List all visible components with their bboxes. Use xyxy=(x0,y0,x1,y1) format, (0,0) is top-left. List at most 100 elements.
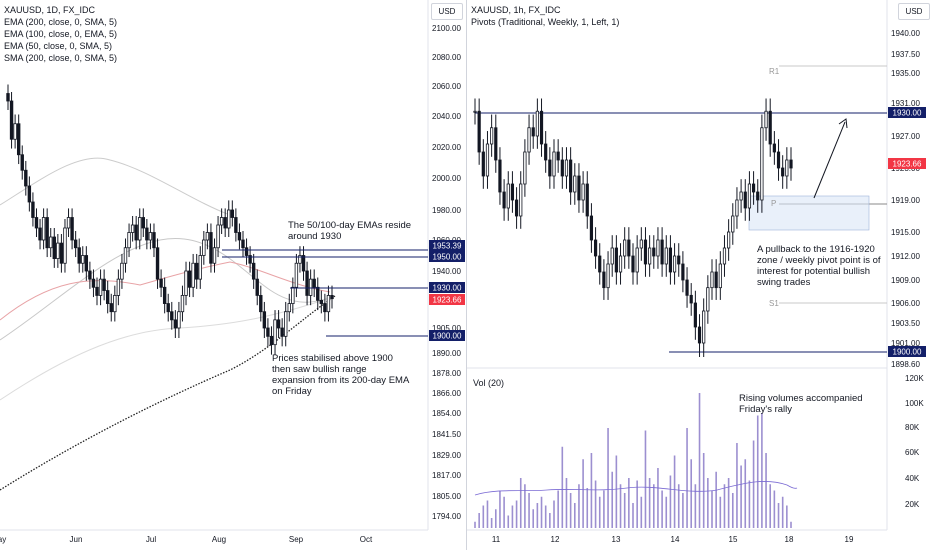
price-tick-label: 2080.00 xyxy=(432,53,461,62)
candle-body xyxy=(514,199,519,217)
candle-body xyxy=(102,278,106,291)
candle-body xyxy=(490,127,494,145)
candle-body xyxy=(298,255,302,264)
volume-bar xyxy=(781,496,784,528)
candle-body xyxy=(308,278,313,296)
annotation-line: swing trades xyxy=(757,277,811,288)
candle-body xyxy=(506,183,510,209)
candle-body xyxy=(127,232,131,249)
price-tick-label: 1905.00 xyxy=(432,324,461,333)
volume-bar xyxy=(623,493,626,528)
candle-body xyxy=(689,294,693,304)
volume-bar xyxy=(540,496,543,528)
candle-body xyxy=(291,286,295,304)
candle-body xyxy=(614,247,618,273)
legend-ema-100[interactable]: EMA (100, close, 0, EMA, 5) xyxy=(4,29,118,39)
candle-body xyxy=(91,278,96,288)
candle-body xyxy=(535,110,539,137)
candle-body xyxy=(714,271,718,289)
candle-body xyxy=(45,217,49,249)
candle-body xyxy=(116,278,121,296)
currency-button[interactable]: USD xyxy=(898,3,930,20)
candle-body xyxy=(230,209,235,218)
volume-bar xyxy=(507,515,510,528)
price-label-text: 1923.66 xyxy=(893,160,922,169)
candle-body xyxy=(287,303,291,313)
volume-bar xyxy=(727,478,730,528)
price-tick-label: 2040.00 xyxy=(432,112,461,121)
candle-body xyxy=(643,239,648,265)
hourly-legend: XAUUSD, 1h, FX_IDC Pivots (Traditional, … xyxy=(471,4,619,28)
projection-arrow xyxy=(813,121,846,199)
candle-body xyxy=(702,310,706,344)
candle-body xyxy=(677,255,681,265)
volume-bar xyxy=(740,465,742,528)
candle-body xyxy=(180,295,185,313)
candle-body xyxy=(170,311,174,321)
volume-bar xyxy=(590,453,593,528)
price-label-box xyxy=(429,240,465,251)
volume-bar xyxy=(731,493,734,528)
daily-legend: XAUUSD, 1D, FX_IDC EMA (200, close, 0, S… xyxy=(4,4,117,64)
volume-bar xyxy=(636,480,638,528)
candle-body xyxy=(73,239,78,249)
volume-bar xyxy=(677,484,680,528)
candle-body xyxy=(241,239,245,249)
price-tick-label: 1794.00 xyxy=(432,512,461,521)
hourly-chart-svg[interactable]: 1940.00 1937.50 1935.00 1931.00 1927.00 1923.… xyxy=(467,0,932,550)
candle-body xyxy=(789,159,793,169)
legend-ema-50[interactable]: EMA (50, close, 0, SMA, 5) xyxy=(4,41,113,51)
price-tick-label: 1980.00 xyxy=(432,206,461,215)
candle-body xyxy=(498,159,502,193)
candle-body xyxy=(305,270,309,296)
legend-symbol[interactable]: XAUUSD, 1h, FX_IDC xyxy=(471,5,561,15)
hourly-chart-panel[interactable]: 1940.00 1937.50 1935.00 1931.00 1927.00 1923.… xyxy=(466,0,932,550)
volume-tick-label: 120K xyxy=(905,374,924,383)
volume-bar xyxy=(694,484,697,528)
candle-body xyxy=(756,191,760,201)
currency-button[interactable]: USD xyxy=(431,3,463,20)
candle-body xyxy=(681,263,685,281)
candle-body xyxy=(227,209,231,229)
volume-bar xyxy=(503,496,505,528)
legend-symbol[interactable]: XAUUSD, 1D, FX_IDC xyxy=(4,5,96,15)
volume-bar xyxy=(682,493,684,528)
volume-bar xyxy=(482,505,485,528)
candle-body xyxy=(84,255,89,272)
candle-body xyxy=(24,169,28,187)
legend-pivots[interactable]: Pivots (Traditional, Weekly, 1, Left, 1) xyxy=(471,17,620,27)
price-label-text: 1900.00 xyxy=(433,332,462,341)
candle-body xyxy=(262,311,267,329)
volume-bar xyxy=(769,484,772,528)
candle-body xyxy=(27,185,32,203)
price-tick-label: 1817.00 xyxy=(432,471,461,480)
volume-bar xyxy=(536,503,539,528)
price-tick-label: 1854.00 xyxy=(432,409,461,418)
daily-chart-svg[interactable]: 2100.00 2080.00 2060.00 2040.00 2020.00 2000.… xyxy=(0,0,466,550)
price-tick-label: 1931.00 xyxy=(891,99,920,108)
candle-body xyxy=(294,262,299,288)
price-tick-label: 2000.00 xyxy=(432,174,461,183)
candle-body xyxy=(722,247,727,265)
candle-body xyxy=(166,303,170,313)
volume-bar xyxy=(490,518,493,528)
candle-body xyxy=(155,247,160,280)
volume-bar xyxy=(756,415,759,528)
candle-body xyxy=(145,227,149,241)
volume-bar xyxy=(673,455,676,528)
volume-tick-label: 80K xyxy=(905,423,920,432)
legend-sma-200[interactable]: SMA (200, close, 0, SMA, 5) xyxy=(4,53,118,63)
volume-bar xyxy=(661,490,663,528)
candle-body xyxy=(105,290,110,304)
legend-ema-200[interactable]: EMA (200, close, 0, SMA, 5) xyxy=(4,17,118,27)
candle-body xyxy=(718,263,722,289)
volume-bar xyxy=(594,480,597,528)
daily-chart-panel[interactable]: 2100.00 2080.00 2060.00 2040.00 2020.00 2000.… xyxy=(0,0,466,550)
candle-body xyxy=(330,295,334,300)
candle-body xyxy=(284,311,288,337)
candle-body xyxy=(184,270,188,296)
candle-body xyxy=(319,299,324,304)
volume-bar xyxy=(690,459,693,528)
volume-bar xyxy=(761,413,763,528)
candle-body xyxy=(187,270,192,288)
